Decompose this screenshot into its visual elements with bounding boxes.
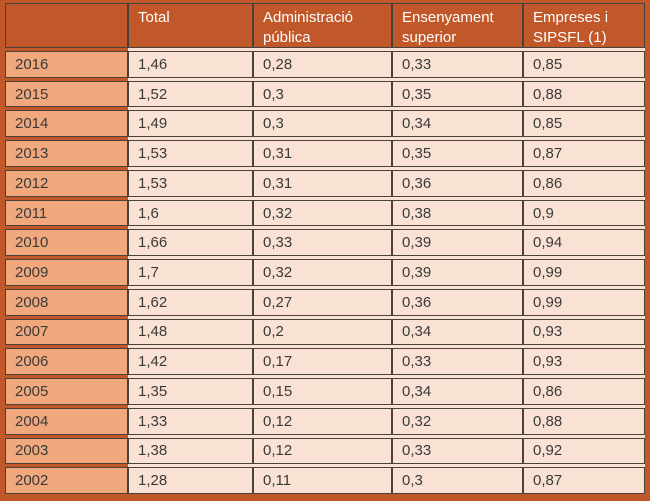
value-cell: 0,85: [523, 110, 645, 138]
value-cell: 0,15: [253, 378, 392, 405]
value-cell: 0,38: [392, 199, 523, 227]
year-cell: 2009: [5, 259, 128, 286]
value-cell: 1,42: [128, 348, 253, 376]
rd-table: Total Administració pública Ensenyament …: [5, 3, 645, 494]
value-cell: 0,3: [253, 80, 392, 108]
year-cell: 2003: [5, 437, 128, 465]
value-cell: 1,52: [128, 80, 253, 108]
value-cell: 1,33: [128, 407, 253, 435]
value-cell: 0,35: [392, 80, 523, 108]
value-cell: 0,32: [253, 199, 392, 227]
col-header-admin: Administració pública: [253, 3, 392, 48]
value-cell: 0,33: [392, 437, 523, 465]
value-cell: 0,27: [253, 288, 392, 316]
value-cell: 0,32: [253, 259, 392, 286]
value-cell: 0,94: [523, 229, 645, 257]
value-cell: 0,87: [523, 140, 645, 167]
value-cell: 0,86: [523, 378, 645, 405]
value-cell: 0,34: [392, 378, 523, 405]
value-cell: 0,92: [523, 437, 645, 465]
col-header-total: Total: [128, 3, 253, 48]
value-cell: 0,12: [253, 407, 392, 435]
value-cell: 0,3: [253, 110, 392, 138]
year-cell: 2013: [5, 140, 128, 167]
value-cell: 1,66: [128, 229, 253, 257]
col-header-empreses: Empreses i SIPSFL (1): [523, 3, 645, 48]
year-cell: 2016: [5, 51, 128, 78]
year-cell: 2015: [5, 80, 128, 108]
value-cell: 1,53: [128, 140, 253, 167]
value-cell: 0,88: [523, 80, 645, 108]
year-cell: 2014: [5, 110, 128, 138]
col-header-empty: [5, 3, 128, 48]
year-cell: 2005: [5, 378, 128, 405]
year-cell: 2012: [5, 169, 128, 197]
value-cell: 0,99: [523, 288, 645, 316]
value-cell: 1,53: [128, 169, 253, 197]
year-cell: 2008: [5, 288, 128, 316]
value-cell: 0,93: [523, 318, 645, 346]
value-cell: 0,86: [523, 169, 645, 197]
value-cell: 0,9: [523, 199, 645, 227]
year-cell: 2006: [5, 348, 128, 376]
value-cell: 0,31: [253, 169, 392, 197]
value-cell: 0,99: [523, 259, 645, 286]
value-cell: 0,85: [523, 51, 645, 78]
year-cell: 2011: [5, 199, 128, 227]
value-cell: 1,48: [128, 318, 253, 346]
value-cell: 1,38: [128, 437, 253, 465]
value-cell: 0,36: [392, 288, 523, 316]
value-cell: 0,35: [392, 140, 523, 167]
year-cell: 2002: [5, 467, 128, 494]
value-cell: 0,36: [392, 169, 523, 197]
value-cell: 0,33: [253, 229, 392, 257]
value-cell: 1,46: [128, 51, 253, 78]
value-cell: 1,49: [128, 110, 253, 138]
value-cell: 1,62: [128, 288, 253, 316]
value-cell: 0,39: [392, 229, 523, 257]
value-cell: 1,28: [128, 467, 253, 494]
value-cell: 0,88: [523, 407, 645, 435]
value-cell: 0,17: [253, 348, 392, 376]
value-cell: 0,2: [253, 318, 392, 346]
value-cell: 0,34: [392, 318, 523, 346]
value-cell: 0,12: [253, 437, 392, 465]
value-cell: 1,6: [128, 199, 253, 227]
value-cell: 0,28: [253, 51, 392, 78]
year-cell: 2010: [5, 229, 128, 257]
value-cell: 0,39: [392, 259, 523, 286]
value-cell: 1,7: [128, 259, 253, 286]
value-cell: 0,87: [523, 467, 645, 494]
value-cell: 0,33: [392, 51, 523, 78]
value-cell: 0,93: [523, 348, 645, 376]
value-cell: 1,35: [128, 378, 253, 405]
value-cell: 0,33: [392, 348, 523, 376]
col-header-ensenyament: Ensenyament superior: [392, 3, 523, 48]
year-cell: 2004: [5, 407, 128, 435]
value-cell: 0,31: [253, 140, 392, 167]
value-cell: 0,11: [253, 467, 392, 494]
value-cell: 0,3: [392, 467, 523, 494]
value-cell: 0,34: [392, 110, 523, 138]
year-cell: 2007: [5, 318, 128, 346]
value-cell: 0,32: [392, 407, 523, 435]
